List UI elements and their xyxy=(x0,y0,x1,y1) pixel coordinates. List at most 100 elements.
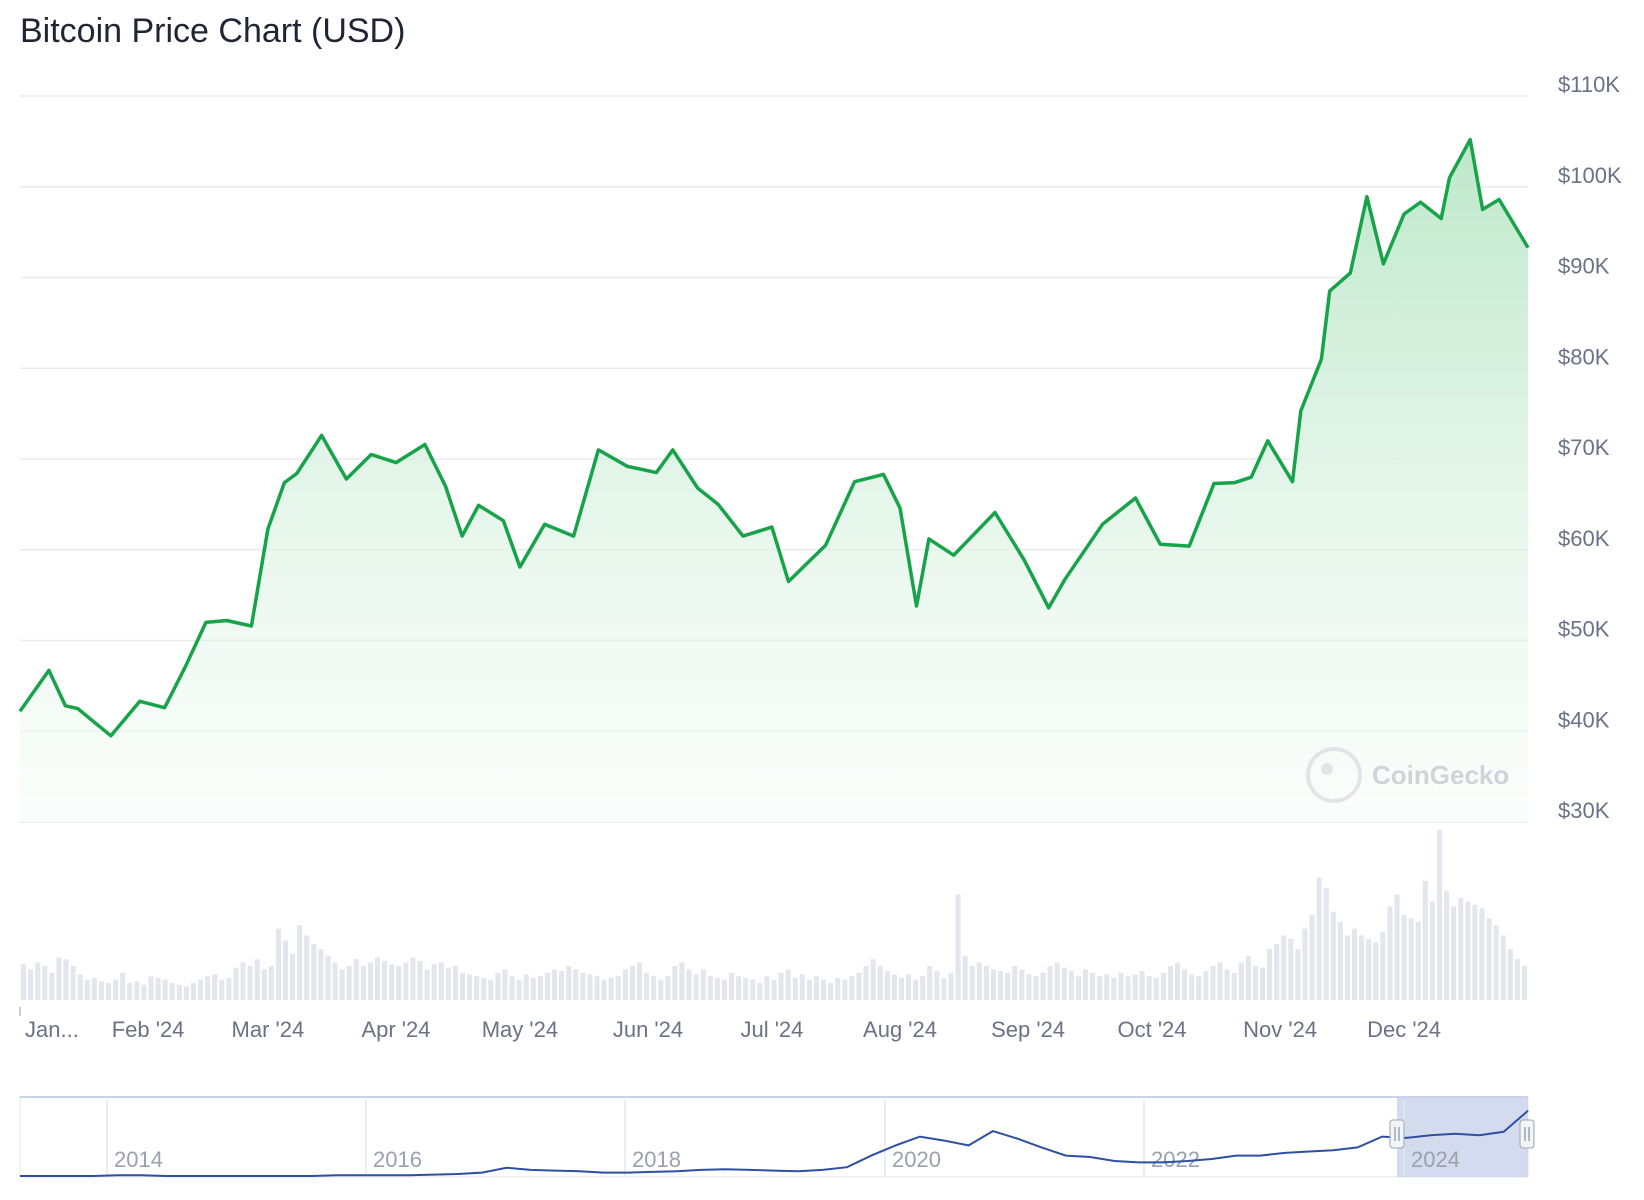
volume-bar xyxy=(1245,955,1251,1000)
volume-bar xyxy=(1231,972,1237,1000)
volume-bar xyxy=(495,972,501,1000)
volume-bar xyxy=(1068,971,1074,1000)
y-tick-label: $40K xyxy=(1558,707,1610,732)
volume-bar xyxy=(431,964,437,1000)
volume-bar xyxy=(1047,966,1053,1000)
y-tick-label: $100K xyxy=(1558,163,1622,188)
volume-bar xyxy=(91,977,97,1000)
volume-bar xyxy=(205,976,211,1000)
volume-bar xyxy=(98,981,104,1000)
volume-bar xyxy=(1238,962,1244,1000)
y-tick-label: $60K xyxy=(1558,526,1610,551)
navigator-right-handle[interactable] xyxy=(1519,1119,1535,1149)
volume-bar xyxy=(1090,972,1096,1000)
volume-bar xyxy=(1521,966,1527,1000)
x-tick-label: Jun '24 xyxy=(613,1017,683,1042)
volume-bar xyxy=(771,979,777,1000)
volume-bar xyxy=(190,983,196,1000)
volume-bar xyxy=(339,969,345,1000)
volume-bar xyxy=(1139,971,1145,1000)
volume-bar xyxy=(488,979,494,1000)
volume-bar xyxy=(1479,908,1485,1000)
volume-bar xyxy=(304,935,310,1000)
volume-bar xyxy=(644,972,650,1000)
volume-bar xyxy=(1104,974,1110,1000)
navigator-left-handle[interactable] xyxy=(1389,1119,1405,1149)
volume-bar xyxy=(573,969,579,1000)
volume-bar xyxy=(1005,972,1011,1000)
volume-bar xyxy=(948,972,954,1000)
navigator-year-label: 2016 xyxy=(373,1147,422,1172)
volume-bar xyxy=(226,977,232,1000)
x-tick-label: Dec '24 xyxy=(1367,1017,1441,1042)
volume-bar xyxy=(672,966,678,1000)
volume-bar xyxy=(636,962,643,1000)
range-navigator[interactable]: 2014 2016 2018 2020 2022 2024 xyxy=(19,1096,1535,1178)
volume-bar xyxy=(1415,921,1421,1000)
volume-bar xyxy=(976,962,982,1000)
volume-bar xyxy=(459,972,466,1000)
volume-bar xyxy=(1288,938,1294,1000)
volume-bar xyxy=(410,957,416,1000)
volume-bar xyxy=(1359,935,1365,1000)
volume-bar xyxy=(155,977,161,1000)
volume-bar xyxy=(884,971,890,1000)
volume-bar xyxy=(120,972,126,1000)
volume-bar xyxy=(559,971,565,1000)
volume-bar xyxy=(1033,976,1039,1000)
volume-bar xyxy=(1132,974,1138,1000)
x-tick-label: Nov '24 xyxy=(1243,1017,1317,1042)
x-tick-label: Aug '24 xyxy=(863,1017,937,1042)
volume-bar xyxy=(35,962,41,1000)
volume-bar xyxy=(1401,915,1407,1000)
price-line[interactable] xyxy=(18,137,1530,738)
price-area xyxy=(20,139,1528,823)
volume-bar xyxy=(1281,935,1287,1000)
volume-bar xyxy=(290,954,296,1000)
volume-bar xyxy=(778,972,784,1000)
volume-bar xyxy=(169,983,175,1000)
volume-bar xyxy=(622,969,628,1000)
volume-bar xyxy=(757,983,763,1000)
volume-bar xyxy=(325,955,331,1000)
volume-bar xyxy=(1465,901,1471,1000)
volume-bar xyxy=(367,962,373,1000)
volume-bar xyxy=(700,969,706,1000)
navigator-year-label: 2018 xyxy=(632,1147,681,1172)
x-tick-label: Feb '24 xyxy=(112,1017,185,1042)
volume-bar xyxy=(282,940,289,1000)
volume-bar xyxy=(63,959,69,1000)
volume-bar xyxy=(176,984,182,1000)
volume-bar xyxy=(1118,972,1124,1000)
volume-bar xyxy=(1054,962,1060,1000)
volume-bar xyxy=(1366,938,1372,1000)
volume-bar xyxy=(1352,928,1358,1000)
volume-bar xyxy=(141,984,147,1000)
volume-bars xyxy=(21,830,1527,1000)
volume-bar xyxy=(537,976,543,1000)
volume-bar xyxy=(785,969,791,1000)
volume-bar xyxy=(261,969,267,1000)
volume-bar xyxy=(1486,918,1492,1000)
volume-bar xyxy=(311,943,317,1000)
volume-bar xyxy=(608,977,614,1000)
volume-bar xyxy=(1189,974,1195,1000)
volume-bar xyxy=(127,983,133,1000)
volume-bar xyxy=(523,974,529,1000)
volume-bar xyxy=(297,925,303,1000)
volume-bar xyxy=(1295,949,1301,1000)
volume-bar xyxy=(551,969,558,1000)
volume-bar xyxy=(1472,904,1478,1000)
volume-bar xyxy=(1026,974,1032,1000)
volume-bar xyxy=(1493,925,1499,1000)
volume-bar xyxy=(42,966,48,1000)
volume-bar xyxy=(530,977,536,1000)
brand-text: CoinGecko xyxy=(1372,760,1509,790)
volume-bar xyxy=(516,979,522,1000)
volume-bar xyxy=(934,971,940,1000)
volume-bar xyxy=(835,977,841,1000)
volume-bar xyxy=(1075,976,1081,1000)
volume-bar xyxy=(891,974,897,1000)
volume-bar xyxy=(105,983,112,1000)
